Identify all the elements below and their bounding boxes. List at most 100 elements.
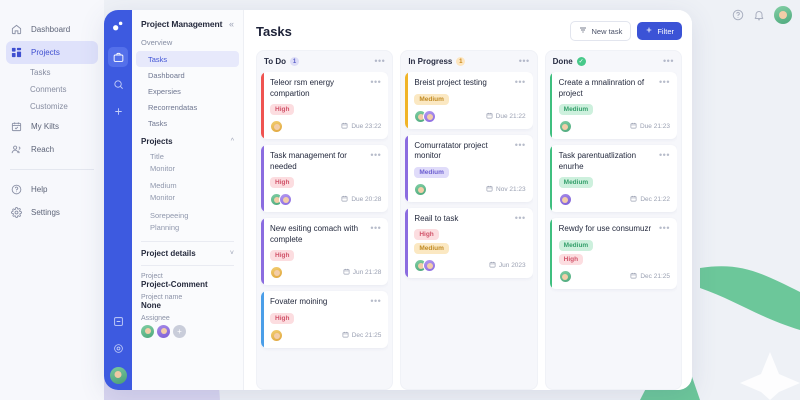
avatar[interactable]	[558, 193, 572, 207]
sidebar-item-dashboard[interactable]: Dashboard	[0, 18, 104, 41]
column-menu-button[interactable]: •••	[663, 56, 674, 66]
avatar[interactable]	[270, 328, 283, 342]
bell-icon[interactable]	[753, 9, 765, 21]
card-menu-button[interactable]: •••	[370, 150, 382, 161]
card-menu-button[interactable]: •••	[370, 77, 382, 87]
card-due-label: Dec 21:25	[351, 331, 382, 339]
card-due-label: Due 21:23	[639, 123, 670, 131]
card-menu-button[interactable]: •••	[659, 223, 670, 234]
avatar[interactable]	[157, 324, 170, 338]
help-circle-icon[interactable]	[732, 9, 744, 21]
task-card[interactable]: Rewdy for use consumuzr ••• Medium High D…	[549, 218, 677, 289]
card-header: Create a mnalinration of project •••	[559, 78, 670, 99]
project-group-item[interactable]: Medium Monitor	[132, 180, 243, 204]
task-card[interactable]: Reail to task ••• High Medium Jun 2023	[405, 207, 533, 279]
project-nav-tasks-active[interactable]: Tasks	[136, 51, 239, 67]
sidebar-item-label: My Kilts	[31, 122, 59, 131]
search-icon[interactable]	[108, 74, 128, 94]
card-header: Task management for needed •••	[270, 151, 381, 172]
card-due-date: Dec 21:25	[342, 331, 382, 340]
new-task-button[interactable]: New task	[570, 21, 632, 41]
sidebar-subitem-tasks[interactable]: Tasks	[30, 68, 51, 77]
task-card[interactable]: Fovater moining ••• High Dec 21:25	[261, 291, 389, 348]
project-group-item[interactable]: Title Monitor	[132, 151, 243, 175]
project-nav-tasks[interactable]: Tasks	[148, 118, 168, 128]
calendar-icon	[630, 195, 637, 204]
card-title: Task parentuatlization enurhe	[558, 151, 637, 171]
briefcase-icon[interactable]	[108, 47, 128, 67]
sidebar-item-help[interactable]: Help	[0, 178, 104, 201]
task-card[interactable]: Breist project testing ••• Medium Due 21…	[405, 72, 533, 129]
project-title: Project Management	[141, 19, 223, 29]
card-accent-bar	[549, 218, 553, 289]
card-header: Reail to task •••	[414, 212, 526, 225]
chevron-down-icon[interactable]: ˅	[229, 249, 234, 257]
gear-icon[interactable]	[108, 338, 128, 358]
column-menu-button[interactable]: •••	[374, 56, 386, 66]
card-due-date: Dec 21:22	[630, 195, 670, 204]
avatar[interactable]	[279, 193, 292, 207]
task-card[interactable]: Comurratator project monitor ••• Medium …	[405, 134, 533, 202]
avatar[interactable]	[423, 259, 437, 273]
avatar[interactable]	[558, 269, 572, 283]
assignee-label: Assignee	[141, 314, 170, 322]
archive-icon[interactable]	[108, 311, 128, 331]
avatar[interactable]	[141, 324, 154, 338]
sidebar-item-my-kilts[interactable]: My Kilts	[0, 115, 104, 138]
sidebar-item-projects[interactable]: Projects	[6, 41, 98, 64]
card-menu-button[interactable]: •••	[514, 77, 526, 87]
project-nav-recorrendatas[interactable]: Recorrendatas	[148, 102, 198, 112]
avatar[interactable]	[423, 109, 437, 123]
project-nav-dashboard[interactable]: Dashboard	[148, 70, 185, 80]
sidebar-item-reach[interactable]: Reach	[0, 138, 104, 161]
card-menu-button[interactable]: •••	[370, 296, 382, 307]
app-logo-icon[interactable]	[111, 19, 125, 38]
card-title: Rewdy for use consumuzr	[558, 224, 652, 234]
card-header: Breist project testing •••	[414, 78, 525, 89]
avatar[interactable]	[109, 367, 127, 384]
sidebar-item-label: Settings	[31, 208, 60, 217]
card-menu-button[interactable]: •••	[659, 150, 670, 161]
card-title: New esiting comach with complete	[270, 224, 359, 244]
add-assignee-button[interactable]	[173, 324, 186, 338]
project-group-item[interactable]: Sorepeeing Planning	[132, 210, 243, 234]
sidebar-item-settings[interactable]: Settings	[0, 201, 104, 224]
card-tags: Medium	[558, 104, 670, 116]
avatar[interactable]	[270, 120, 283, 134]
card-avatars	[414, 182, 428, 196]
sidebar-divider	[141, 264, 234, 266]
card-tags: Medium	[414, 166, 525, 178]
projects-group-header[interactable]: Projects ^	[132, 137, 243, 151]
card-due-label: Dec 21:22	[640, 196, 670, 204]
avatar[interactable]	[558, 120, 572, 134]
task-card[interactable]: Task parentuatlization enurhe ••• Medium…	[549, 145, 677, 213]
task-card[interactable]: Teleor rsm energy compartion ••• High Du…	[261, 72, 389, 140]
card-menu-button[interactable]: •••	[659, 77, 670, 87]
avatar[interactable]	[774, 6, 792, 24]
chevron-up-icon[interactable]: ^	[230, 138, 234, 145]
card-menu-button[interactable]: •••	[514, 139, 526, 150]
question-circle-icon	[10, 183, 23, 196]
chevron-double-left-icon[interactable]: «	[228, 18, 234, 29]
sidebar-subitem-customize[interactable]: Customize	[30, 102, 68, 111]
card-menu-button[interactable]: •••	[514, 212, 526, 223]
filter-button[interactable]: Filter	[637, 22, 682, 40]
priority-tag: High	[270, 250, 295, 262]
task-card[interactable]: Task management for needed ••• High Due …	[261, 145, 389, 213]
avatar[interactable]	[270, 266, 283, 280]
card-due-label: Due 23:22	[351, 123, 382, 131]
sidebar-item-label: Projects	[31, 48, 60, 57]
project-details-header[interactable]: Project details ˅	[132, 249, 243, 258]
plus-icon[interactable]	[108, 101, 128, 121]
card-avatars	[270, 328, 283, 342]
sidebar-subitem-comments[interactable]: Conments	[30, 85, 67, 94]
project-nav-expersies[interactable]: Expersies	[148, 86, 181, 96]
column-menu-button[interactable]: •••	[518, 56, 530, 66]
card-due-date: Dec 21:25	[630, 272, 670, 281]
task-card[interactable]: New esiting comach with complete ••• Hig…	[261, 218, 389, 286]
avatar[interactable]	[414, 182, 428, 196]
calendar-icon	[630, 122, 637, 131]
task-card[interactable]: Create a mnalinration of project ••• Med…	[549, 72, 677, 140]
card-menu-button[interactable]: •••	[370, 223, 382, 234]
column-title: Done	[552, 57, 573, 66]
